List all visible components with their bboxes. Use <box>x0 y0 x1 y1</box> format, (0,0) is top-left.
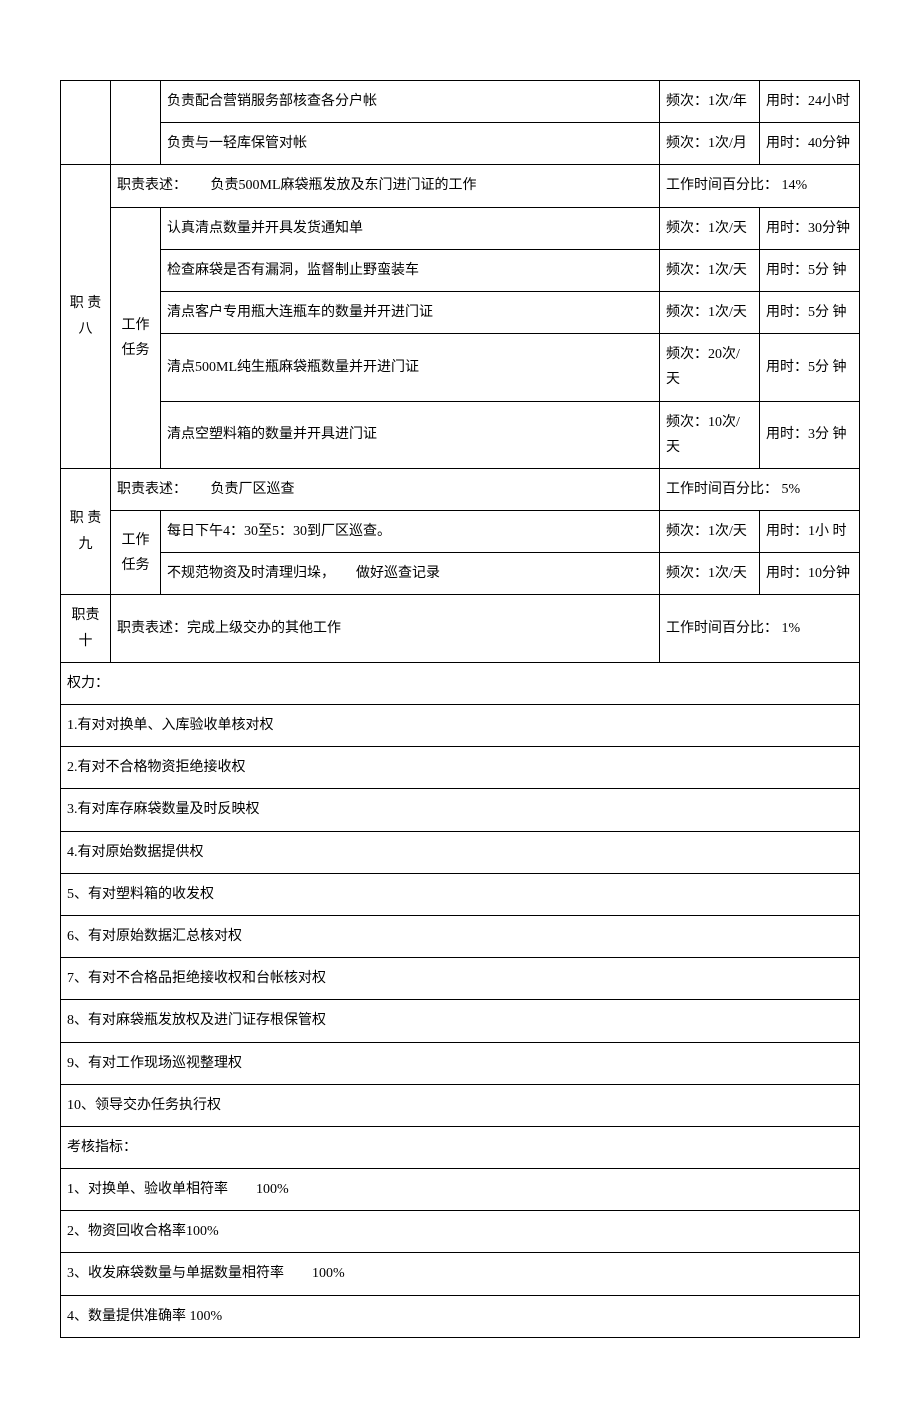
rights-item: 9、有对工作现场巡视整理权 <box>61 1042 860 1084</box>
list-item: 8、有对麻袋瓶发放权及进门证存根保管权 <box>61 1000 860 1042</box>
section-desc: 负责500ML麻袋瓶发放及东门进门证的工作 <box>211 178 477 193</box>
section-desc: 完成上级交办的其他工作 <box>187 621 341 636</box>
list-item: 9、有对工作现场巡视整理权 <box>61 1042 860 1084</box>
task-label: 工作任务 <box>111 207 161 468</box>
task-time: 用时：5分 钟 <box>760 291 860 333</box>
section-pct: 1% <box>782 621 801 636</box>
table-row: 负责与一轻库保管对帐 频次：1次/月 用时：40分钟 <box>61 123 860 165</box>
task-desc: 每日下午4：30至5：30到厂区巡查。 <box>161 511 660 553</box>
task-desc: 清点500ML纯生瓶麻袋瓶数量并开进门证 <box>161 334 660 401</box>
rights-item: 10、领导交办任务执行权 <box>61 1084 860 1126</box>
list-item: 6、有对原始数据汇总核对权 <box>61 915 860 957</box>
section-id: 职 责八 <box>61 165 111 469</box>
continuation-id-cell <box>61 81 111 165</box>
table-row: 工作任务 每日下午4：30至5：30到厂区巡查。 频次：1次/天 用时：1小 时 <box>61 511 860 553</box>
section-pct-cell: 工作时间百分比： 1% <box>660 595 860 662</box>
list-item: 4.有对原始数据提供权 <box>61 831 860 873</box>
job-description-table: 负责配合营销服务部核查各分户帐 频次：1次/年 用时：24小时 负责与一轻库保管… <box>60 80 860 1338</box>
rights-item: 4.有对原始数据提供权 <box>61 831 860 873</box>
rights-item: 7、有对不合格品拒绝接收权和台帐核对权 <box>61 958 860 1000</box>
table-row: 不规范物资及时清理归垛， 做好巡查记录 频次：1次/天 用时：10分钟 <box>61 553 860 595</box>
task-label: 工作任务 <box>111 511 161 595</box>
task-time: 用时：1小 时 <box>760 511 860 553</box>
rights-item: 5、有对塑料箱的收发权 <box>61 873 860 915</box>
list-item: 1、对换单、验收单相符率 100% <box>61 1169 860 1211</box>
section-id: 职责 十 <box>61 595 111 662</box>
task-freq: 频次：1次/天 <box>660 511 760 553</box>
section-desc-cell: 职责表述： 负责厂区巡查 <box>111 468 660 510</box>
task-desc: 清点客户专用瓶大连瓶车的数量并开进门证 <box>161 291 660 333</box>
section-pct: 5% <box>782 482 801 497</box>
list-item: 2.有对不合格物资拒绝接收权 <box>61 747 860 789</box>
section-id: 职 责九 <box>61 468 111 595</box>
table-row: 清点客户专用瓶大连瓶车的数量并开进门证 频次：1次/天 用时：5分 钟 <box>61 291 860 333</box>
task-time: 用时：30分钟 <box>760 207 860 249</box>
section-desc: 负责厂区巡查 <box>211 482 295 497</box>
task-desc: 不规范物资及时清理归垛， 做好巡查记录 <box>161 553 660 595</box>
table-row: 清点500ML纯生瓶麻袋瓶数量并开进门证 频次：20次/天 用时：5分 钟 <box>61 334 860 401</box>
list-item: 10、领导交办任务执行权 <box>61 1084 860 1126</box>
metrics-header-row: 考核指标： <box>61 1126 860 1168</box>
task-time: 用时：10分钟 <box>760 553 860 595</box>
rights-item: 2.有对不合格物资拒绝接收权 <box>61 747 860 789</box>
rights-header: 权力： <box>61 662 860 704</box>
task-freq: 频次：1次/月 <box>660 123 760 165</box>
task-freq: 频次：20次/天 <box>660 334 760 401</box>
list-item: 7、有对不合格品拒绝接收权和台帐核对权 <box>61 958 860 1000</box>
task-freq: 频次：1次/天 <box>660 553 760 595</box>
section-header-row: 职责 十 职责表述：完成上级交办的其他工作 工作时间百分比： 1% <box>61 595 860 662</box>
rights-item: 1.有对对换单、入库验收单核对权 <box>61 705 860 747</box>
section-header-row: 职 责九 职责表述： 负责厂区巡查 工作时间百分比： 5% <box>61 468 860 510</box>
task-freq: 频次：1次/年 <box>660 81 760 123</box>
task-desc: 认真清点数量并开具发货通知单 <box>161 207 660 249</box>
task-desc: 负责与一轻库保管对帐 <box>161 123 660 165</box>
list-item: 5、有对塑料箱的收发权 <box>61 873 860 915</box>
task-time: 用时：3分 钟 <box>760 401 860 468</box>
task-time: 用时：5分 钟 <box>760 334 860 401</box>
task-time: 用时：24小时 <box>760 81 860 123</box>
list-item: 4、数量提供准确率 100% <box>61 1295 860 1337</box>
task-desc: 检查麻袋是否有漏洞，监督制止野蛮装车 <box>161 249 660 291</box>
rights-item: 8、有对麻袋瓶发放权及进门证存根保管权 <box>61 1000 860 1042</box>
section-header-row: 职 责八 职责表述： 负责500ML麻袋瓶发放及东门进门证的工作 工作时间百分比… <box>61 165 860 207</box>
rights-item: 3.有对库存麻袋数量及时反映权 <box>61 789 860 831</box>
continuation-task-cell <box>111 81 161 165</box>
metrics-header: 考核指标： <box>61 1126 860 1168</box>
metrics-item: 1、对换单、验收单相符率 100% <box>61 1169 860 1211</box>
task-time: 用时：5分 钟 <box>760 249 860 291</box>
section-desc-cell: 职责表述：完成上级交办的其他工作 <box>111 595 660 662</box>
list-item: 3.有对库存麻袋数量及时反映权 <box>61 789 860 831</box>
list-item: 3、收发麻袋数量与单据数量相符率 100% <box>61 1253 860 1295</box>
section-desc-cell: 职责表述： 负责500ML麻袋瓶发放及东门进门证的工作 <box>111 165 660 207</box>
metrics-item: 3、收发麻袋数量与单据数量相符率 100% <box>61 1253 860 1295</box>
task-desc: 负责配合营销服务部核查各分户帐 <box>161 81 660 123</box>
table-row: 工作任务 认真清点数量并开具发货通知单 频次：1次/天 用时：30分钟 <box>61 207 860 249</box>
task-freq: 频次：1次/天 <box>660 249 760 291</box>
list-item: 2、物资回收合格率100% <box>61 1211 860 1253</box>
table-row: 检查麻袋是否有漏洞，监督制止野蛮装车 频次：1次/天 用时：5分 钟 <box>61 249 860 291</box>
task-desc: 清点空塑料箱的数量并开具进门证 <box>161 401 660 468</box>
list-item: 1.有对对换单、入库验收单核对权 <box>61 705 860 747</box>
task-time: 用时：40分钟 <box>760 123 860 165</box>
task-freq: 频次：10次/天 <box>660 401 760 468</box>
section-pct-cell: 工作时间百分比： 14% <box>660 165 860 207</box>
rights-item: 6、有对原始数据汇总核对权 <box>61 915 860 957</box>
table-row: 负责配合营销服务部核查各分户帐 频次：1次/年 用时：24小时 <box>61 81 860 123</box>
table-row: 清点空塑料箱的数量并开具进门证 频次：10次/天 用时：3分 钟 <box>61 401 860 468</box>
metrics-item: 4、数量提供准确率 100% <box>61 1295 860 1337</box>
task-freq: 频次：1次/天 <box>660 291 760 333</box>
section-pct: 14% <box>782 178 808 193</box>
metrics-item: 2、物资回收合格率100% <box>61 1211 860 1253</box>
task-freq: 频次：1次/天 <box>660 207 760 249</box>
rights-header-row: 权力： <box>61 662 860 704</box>
section-pct-cell: 工作时间百分比： 5% <box>660 468 860 510</box>
